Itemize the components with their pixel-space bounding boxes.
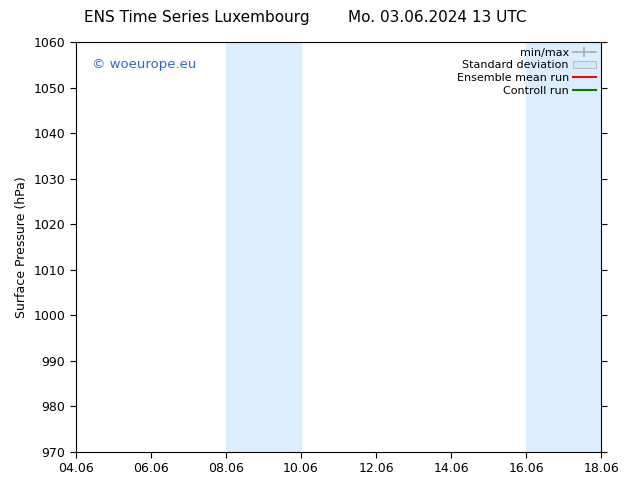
Legend: min/max, Standard deviation, Ensemble mean run, Controll run: min/max, Standard deviation, Ensemble me… (455, 46, 598, 98)
Y-axis label: Surface Pressure (hPa): Surface Pressure (hPa) (15, 176, 28, 318)
Bar (226, 42, 301, 452)
Text: Mo. 03.06.2024 13 UTC: Mo. 03.06.2024 13 UTC (348, 10, 527, 25)
Text: ENS Time Series Luxembourg: ENS Time Series Luxembourg (84, 10, 309, 25)
Bar (526, 42, 601, 452)
Text: © woeurope.eu: © woeurope.eu (91, 58, 196, 72)
